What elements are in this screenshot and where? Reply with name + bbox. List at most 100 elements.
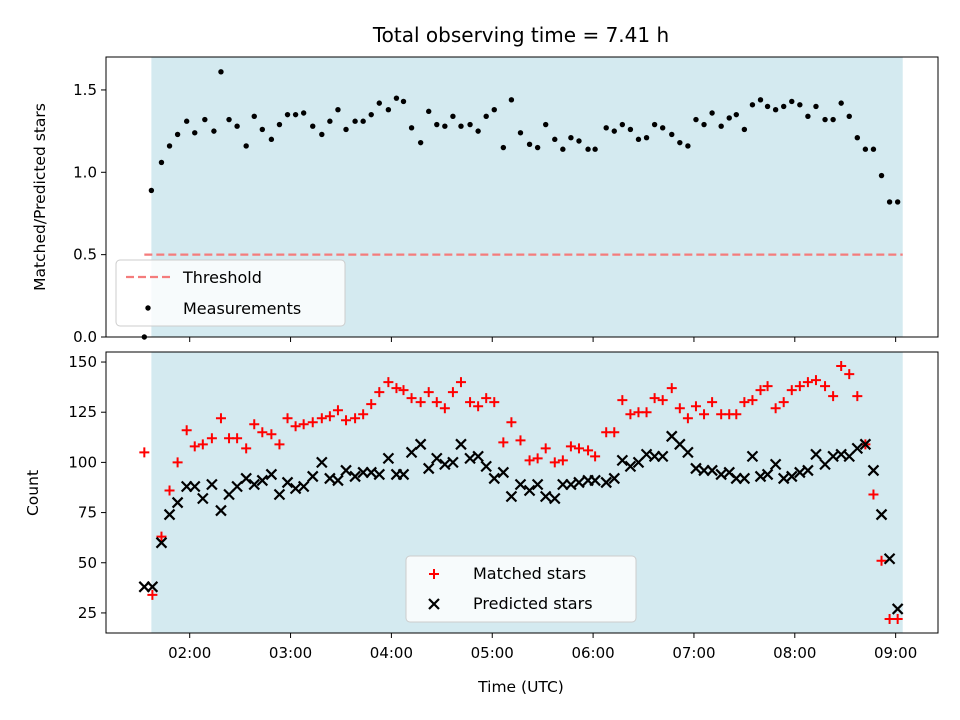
measurements-point [611,128,617,134]
measurements-point [183,118,190,124]
predicted-stars-point [197,492,209,505]
matched-stars-point [583,445,594,456]
measurements-point [352,118,358,124]
measurements-point [475,128,481,134]
measurements-point [400,98,407,105]
measurements-point [174,131,181,138]
measurements-point [148,187,155,194]
measurements-point [741,126,748,133]
matched-stars-point [609,427,620,438]
matched-stars-point [481,393,492,404]
measurements-point [693,116,699,123]
legend-predicted-label: Predicted stars [473,594,593,613]
measurements-point [393,95,400,101]
measurements-point [592,146,598,152]
predicted-stars-point [608,472,621,485]
matched-stars-point [316,413,327,424]
predicted-stars-point [600,476,612,489]
top-ytick-label: 0.0 [73,328,97,346]
legend-frame [405,555,637,623]
predicted-stars-point [248,478,261,491]
top-plot-frame [105,56,939,338]
matched-stars-point [810,375,821,386]
predicted-stars-point [231,480,243,493]
matched-stars-point [465,397,476,408]
measurements-point [568,135,574,141]
measurements-point [560,146,566,152]
matched-stars-point [617,395,628,406]
predicted-stars-point [640,448,653,461]
matched-stars-point [324,411,335,422]
measurements-point [408,125,415,131]
predicted-stars-point [505,490,518,503]
measurements-point [797,102,803,108]
matched-stars-point [532,453,543,464]
predicted-stars-point [324,472,336,485]
predicted-stars-point [785,470,798,483]
legend-frame [115,259,346,327]
predicted-stars-point [439,458,451,471]
predicted-stars-point [851,442,864,455]
measurements-point [310,123,316,129]
matched-stars-point [786,385,797,396]
measurements-point [192,130,198,136]
measurements-point [643,135,650,141]
matched-stars-point [590,451,601,462]
predicted-stars-point [883,552,896,565]
measurements-point [434,121,440,128]
predicted-stars-point [867,464,880,477]
matched-stars-point [374,387,385,398]
predicted-stars-point [289,482,302,495]
measurements-point [202,116,208,123]
matched-stars-point [341,415,352,426]
predicted-stars-point [171,496,184,509]
matched-stars-point [739,397,750,408]
predicted-stars-point [802,464,814,477]
predicted-stars-point [810,448,822,461]
matched-stars-point [473,401,484,412]
matched-stars-point [649,393,660,404]
matched-stars-point [755,385,766,396]
measurements-point [218,69,224,75]
matched-stars-point [892,613,903,624]
measurements-point [805,113,811,119]
measurements-point [450,113,456,119]
matched-stars-point [164,485,175,496]
measurements-point [651,121,658,128]
matched-stars-point [731,409,742,420]
measurements-point [733,111,740,118]
predicted-stars-point [859,438,872,451]
predicted-stars-point [297,480,310,493]
measurements-point [669,131,675,138]
measurements-point [426,108,432,115]
measurements-point [718,123,724,129]
bottom-ytick-label: 125 [68,403,97,421]
measurements-point [685,143,691,149]
matched-stars-point [794,381,805,392]
measurements-point [534,144,541,151]
predicted-stars-point [777,472,790,485]
predicted-stars-point [682,446,694,459]
measurements-point [508,97,515,103]
matched-stars-point [828,391,839,402]
matched-stars-point [506,417,517,428]
measurements-point [838,100,844,106]
measurements-point [709,110,715,116]
predicted-stars-point [539,490,552,503]
matched-stars-point [398,385,409,396]
matched-stars-point [431,397,442,408]
measurements-point [166,143,173,149]
predicted-stars-point [690,462,702,475]
measurements-point [259,126,266,133]
predicted-stars-point [497,466,510,479]
matched-stars-point [274,439,285,450]
matched-stars-point [540,443,551,454]
matched-stars-point [139,447,150,458]
measurements-point [585,146,591,152]
measurements-point [483,113,489,119]
top-ytick-label: 1.0 [73,163,97,181]
bottom-xtick-label: 04:00 [370,644,413,662]
matched-stars-point [282,413,293,424]
predicted-stars-point [875,508,888,521]
predicted-stars-point [514,478,527,491]
